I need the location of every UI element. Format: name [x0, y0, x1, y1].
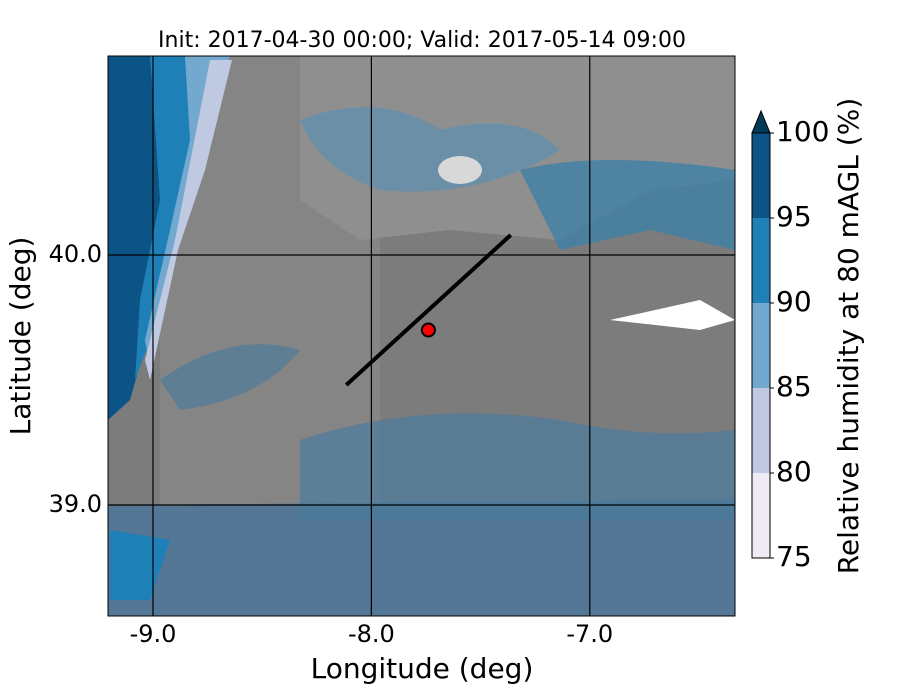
- colorbar-extend: [751, 109, 771, 134]
- colorbar-tick-label: 90: [776, 285, 812, 318]
- colorbar-segment: [752, 473, 770, 558]
- x-tick-label: -9.0: [130, 620, 177, 648]
- transect-line: [344, 233, 513, 387]
- colorbar-tick-label: 80: [776, 455, 812, 488]
- x-tick-label: -7.0: [566, 620, 613, 648]
- colorbar-segment: [752, 218, 770, 303]
- humidity-field: [108, 56, 735, 616]
- colorbar-frame: [751, 132, 771, 559]
- x-tick-label: -8.0: [348, 620, 395, 648]
- colorbar-tick-label: 100: [776, 115, 829, 148]
- colorbar-segment: [752, 303, 770, 388]
- colorbar-segment: [752, 388, 770, 473]
- title: Init: 2017-04-30 00:00; Valid: 2017-05-1…: [158, 28, 686, 53]
- plot-frame: [107, 55, 736, 617]
- y-tick-label: 39.0: [49, 490, 102, 518]
- colorbar-segment: [752, 133, 770, 218]
- colorbar-label: Relative humidity at 80 mAGL (%): [832, 98, 865, 575]
- site-marker: [420, 322, 436, 338]
- x-axis-label: Longitude (deg): [311, 652, 534, 685]
- colorbar-tick-label: 85: [776, 370, 812, 403]
- colorbar-tick-label: 75: [776, 540, 812, 573]
- y-axis-label: Latitude (deg): [4, 237, 37, 436]
- colorbar-tick-label: 95: [776, 200, 812, 233]
- y-tick-label: 40.0: [49, 240, 102, 268]
